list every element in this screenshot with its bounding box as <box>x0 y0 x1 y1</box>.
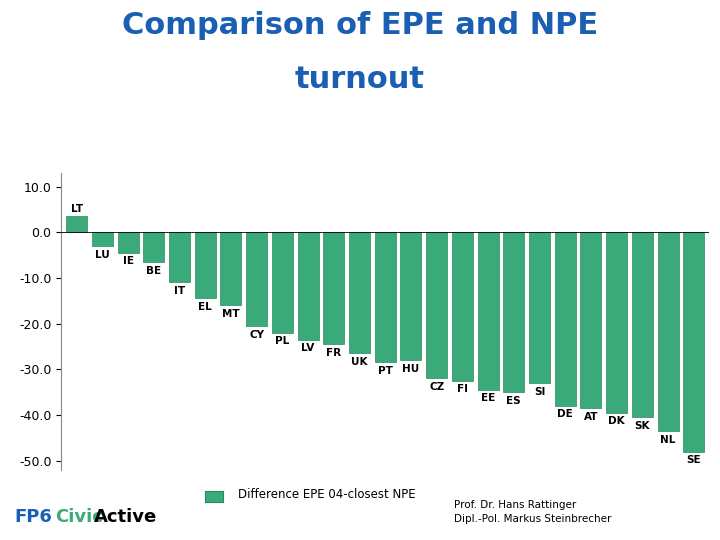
Text: Comparison of EPE and NPE: Comparison of EPE and NPE <box>122 11 598 40</box>
Bar <box>349 232 370 353</box>
Text: Active: Active <box>94 509 158 526</box>
Bar <box>657 232 679 431</box>
Bar <box>477 232 498 390</box>
Bar <box>271 232 293 333</box>
Text: MT: MT <box>222 309 240 319</box>
Text: FP6: FP6 <box>14 509 53 526</box>
Text: BE: BE <box>146 266 161 275</box>
Text: Prof. Dr. Hans Rattinger: Prof. Dr. Hans Rattinger <box>454 500 576 510</box>
Text: Civic: Civic <box>55 509 102 526</box>
Text: IE: IE <box>122 256 133 266</box>
Bar <box>246 232 267 326</box>
Bar <box>117 232 138 253</box>
Bar <box>66 216 87 232</box>
Bar <box>554 232 576 406</box>
Text: PT: PT <box>378 366 392 376</box>
Bar <box>220 232 241 305</box>
Text: HU: HU <box>402 364 420 374</box>
Bar <box>580 232 601 408</box>
Text: FR: FR <box>326 348 341 358</box>
Bar <box>529 232 550 383</box>
Text: Dipl.-Pol. Markus Steinbrecher: Dipl.-Pol. Markus Steinbrecher <box>454 514 611 524</box>
Bar <box>194 232 216 299</box>
Text: LV: LV <box>302 343 315 353</box>
Bar <box>503 232 524 392</box>
Text: EE: EE <box>481 394 495 403</box>
Text: LT: LT <box>71 204 83 214</box>
Text: DE: DE <box>557 409 573 420</box>
Text: LU: LU <box>95 249 109 260</box>
Text: AT: AT <box>584 412 598 422</box>
Text: SK: SK <box>634 421 650 431</box>
Bar <box>452 232 473 381</box>
Bar <box>606 232 627 413</box>
Text: FI: FI <box>457 384 468 394</box>
Text: UK: UK <box>351 357 368 367</box>
Bar <box>323 232 344 344</box>
Text: SI: SI <box>534 387 545 397</box>
Text: turnout: turnout <box>295 65 425 94</box>
Bar <box>374 232 396 362</box>
Bar <box>169 232 190 282</box>
Text: CY: CY <box>249 329 264 340</box>
Bar <box>143 232 164 262</box>
Text: DK: DK <box>608 416 625 427</box>
Bar <box>683 232 704 451</box>
Text: EL: EL <box>198 302 212 312</box>
Bar <box>92 232 113 246</box>
Bar <box>297 232 319 340</box>
Text: NL: NL <box>660 435 676 444</box>
Text: PL: PL <box>275 336 289 346</box>
Text: ES: ES <box>506 396 521 406</box>
Text: Difference EPE 04-closest NPE: Difference EPE 04-closest NPE <box>238 488 415 501</box>
Text: CZ: CZ <box>429 382 444 392</box>
Bar <box>426 232 447 379</box>
Bar <box>400 232 421 360</box>
Text: IT: IT <box>174 286 185 296</box>
Text: SE: SE <box>686 455 701 465</box>
Bar <box>632 232 653 417</box>
